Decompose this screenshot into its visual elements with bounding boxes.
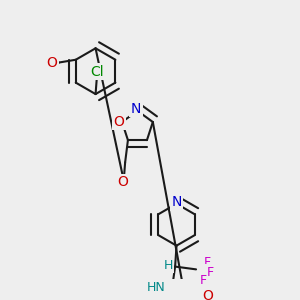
Text: F: F	[200, 274, 207, 287]
Text: HN: HN	[147, 281, 165, 294]
Text: F: F	[206, 266, 214, 279]
Text: H: H	[164, 259, 173, 272]
Text: O: O	[113, 115, 124, 129]
Text: N: N	[131, 102, 141, 116]
Text: O: O	[202, 289, 213, 300]
Text: Cl: Cl	[90, 65, 104, 79]
Text: O: O	[117, 175, 128, 189]
Text: N: N	[171, 195, 182, 209]
Text: F: F	[204, 256, 211, 269]
Text: O: O	[46, 56, 58, 70]
